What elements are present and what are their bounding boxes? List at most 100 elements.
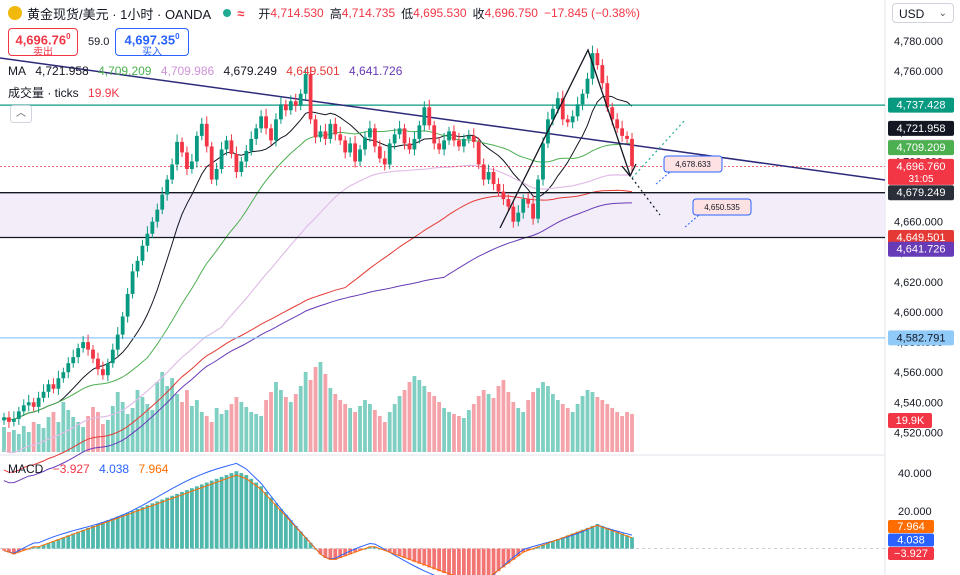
price-tick-label: 4,620.000	[894, 277, 943, 289]
volume-bar	[26, 432, 31, 452]
annotation-label: 4,678.633	[675, 160, 711, 169]
candle-body	[343, 140, 348, 153]
volume-legend[interactable]: 成交量 · ticks 19.9K	[8, 84, 125, 101]
candle-body	[2, 417, 6, 421]
volume-bar	[526, 400, 531, 452]
macd-hist-bar	[585, 527, 590, 549]
macd-hist-bar	[110, 518, 115, 549]
macd-hist-bar	[353, 548, 357, 553]
macd-hist-bar	[328, 548, 333, 560]
macd-hist-bar	[115, 516, 120, 549]
volume-bar	[521, 412, 526, 452]
volume-bar	[283, 397, 288, 452]
candle-body	[452, 131, 456, 141]
volume-bar	[580, 396, 585, 452]
macd-hist-bar	[565, 535, 570, 549]
volume-badge	[888, 413, 932, 428]
candle-body	[209, 146, 214, 180]
buy-button[interactable]: 4,697.350 买入	[115, 28, 189, 58]
macd-hist-bar	[580, 529, 585, 549]
macd-line	[3, 462, 633, 575]
volume-bar	[46, 417, 51, 452]
macd-hist-bar	[402, 548, 407, 559]
macd-hist-bar	[66, 535, 71, 549]
volume-bar	[21, 426, 26, 452]
macd-tick-label: 40.000	[898, 468, 932, 480]
volume-bar	[565, 408, 570, 452]
candle-body	[130, 271, 135, 294]
volume-bar	[2, 427, 6, 452]
macd-hist-bar	[254, 482, 259, 549]
price-badge	[888, 185, 954, 201]
candle-body	[630, 138, 634, 166]
open-label: 开	[258, 6, 271, 21]
volume-bar	[461, 418, 466, 452]
candle-body	[91, 349, 95, 359]
candle-body	[293, 101, 298, 106]
candle-body	[491, 172, 496, 185]
macd-badge-label: −3.927	[894, 548, 928, 560]
macd-hist-bar	[71, 533, 76, 549]
collapse-legend-button[interactable]: ︿	[10, 105, 32, 123]
annotation-box	[692, 198, 752, 216]
volume-bar	[259, 416, 264, 452]
macd-hist-bar	[41, 544, 46, 549]
price-badge-label: 4,679.249	[897, 187, 946, 199]
candle-body	[313, 119, 318, 138]
macd-hist-bar	[486, 548, 491, 575]
volume-bar	[100, 424, 105, 452]
volume-bar	[600, 400, 605, 452]
macd-hist-bar	[31, 546, 36, 549]
volume-bar	[264, 400, 268, 452]
volume-bar	[570, 412, 575, 452]
volume-bar	[437, 402, 442, 452]
macd-hist-bar	[160, 499, 165, 549]
ma-legend[interactable]: MA 4,721.958 4,709.209 4,709.986 4,679.2…	[8, 64, 408, 78]
macd-badge	[888, 547, 934, 560]
macd-hist-bar	[76, 531, 81, 549]
macd-hist-bar	[180, 491, 184, 549]
macd-hist-bar	[2, 548, 6, 551]
sell-button[interactable]: 4,696.760 卖出	[8, 28, 78, 58]
volume-bar	[496, 386, 501, 452]
volume-bar	[269, 392, 273, 452]
range-zone	[0, 192, 885, 238]
volume-bar	[363, 400, 367, 452]
candle-body	[298, 93, 303, 106]
macd-hist-bar	[432, 548, 437, 570]
candle-body	[521, 199, 526, 213]
candle-body	[550, 108, 555, 120]
symbol-title[interactable]: 黄金现货/美元 · 1小时 · OANDA	[27, 6, 212, 22]
volume-bar	[590, 392, 595, 452]
volume-bar	[31, 422, 36, 452]
candle-body	[575, 104, 580, 117]
change-value: −17.845 (−0.38%)	[543, 6, 641, 20]
macd-hist-bar	[91, 525, 95, 549]
macd-hist-bar	[81, 529, 86, 549]
macd-hist-bar	[155, 501, 160, 549]
volume-bar	[610, 408, 615, 452]
macd-hist-bar	[491, 548, 496, 575]
candle-body	[115, 334, 120, 350]
volume-bar	[333, 394, 338, 452]
volume-bar	[160, 372, 165, 452]
candle-body	[199, 123, 204, 136]
macd-hist-bar	[437, 548, 442, 572]
volume-bar	[170, 378, 175, 452]
price-tick-label: 4,660.000	[894, 217, 943, 229]
macd-hist-bar	[452, 548, 456, 575]
candle-body	[417, 125, 422, 139]
macd-hist-bar	[165, 497, 170, 549]
macd-legend[interactable]: MACD −3.927 4.038 7.964	[8, 462, 174, 476]
candle-body	[585, 78, 590, 94]
candle-body	[214, 169, 219, 180]
volume-bar	[135, 390, 140, 452]
macd-hist-bar	[575, 531, 580, 549]
currency-select[interactable]: USD ⌄	[892, 3, 954, 23]
volume-bar	[16, 434, 21, 452]
volume-bar	[368, 404, 372, 452]
macd-hist-bar	[333, 548, 338, 560]
candle-body	[125, 293, 130, 317]
volume-bar	[348, 408, 353, 452]
